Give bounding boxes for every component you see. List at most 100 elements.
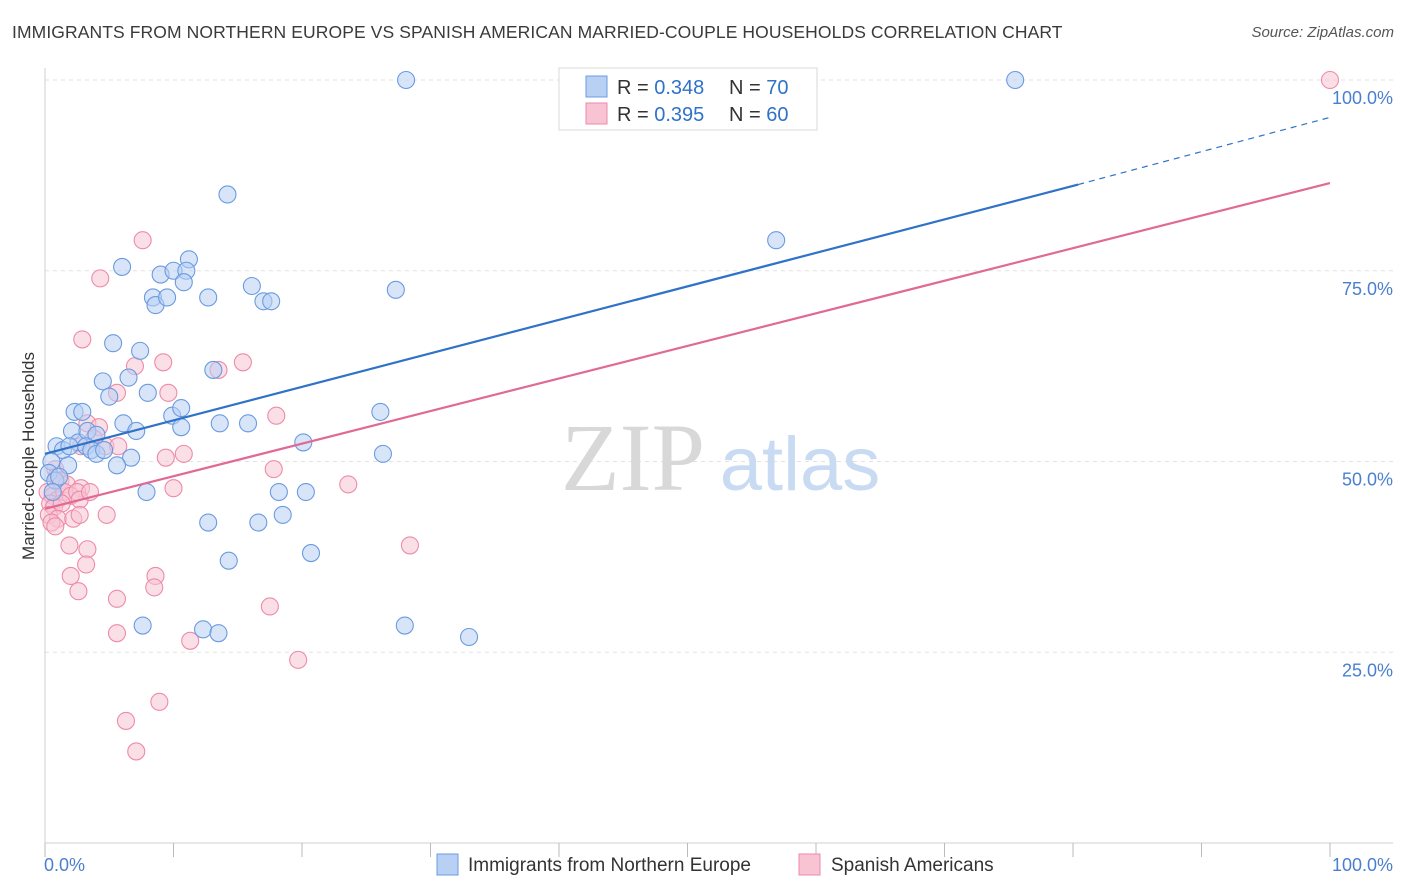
data-point bbox=[386, 280, 405, 299]
data-point bbox=[233, 353, 252, 372]
data-point bbox=[61, 566, 80, 586]
data-point bbox=[127, 742, 146, 761]
watermark: ZIP atlas bbox=[561, 404, 880, 511]
y-axis-title: Married-couple Households bbox=[19, 352, 38, 560]
data-point bbox=[133, 231, 152, 250]
data-point bbox=[107, 624, 127, 643]
data-point bbox=[373, 444, 393, 463]
data-point bbox=[181, 631, 200, 650]
data-point bbox=[209, 624, 228, 643]
data-point bbox=[219, 551, 238, 570]
data-point bbox=[296, 482, 315, 502]
y-tick-label: 25.0% bbox=[1342, 660, 1393, 680]
svg-text:N = 60: N = 60 bbox=[729, 104, 789, 126]
data-point bbox=[459, 627, 479, 647]
data-point bbox=[116, 711, 136, 730]
data-point bbox=[199, 288, 218, 307]
data-point bbox=[93, 372, 112, 391]
data-point bbox=[172, 399, 191, 418]
legend-pink-r-value: 0.395 bbox=[654, 104, 704, 126]
data-point bbox=[60, 536, 79, 555]
data-point bbox=[154, 353, 173, 372]
data-point bbox=[107, 456, 127, 475]
data-point bbox=[150, 692, 169, 711]
x-tick-labels: 0.0% 100.0% bbox=[44, 855, 1393, 875]
data-point bbox=[262, 292, 281, 311]
data-point bbox=[107, 589, 127, 608]
legend-blue-r-value: 0.348 bbox=[654, 77, 704, 99]
data-point bbox=[138, 383, 157, 402]
data-point bbox=[156, 448, 175, 467]
data-point bbox=[260, 597, 279, 616]
data-point bbox=[289, 650, 308, 669]
data-point bbox=[269, 482, 288, 502]
data-point bbox=[119, 368, 138, 387]
legend-pink-swatch bbox=[585, 102, 608, 125]
legend-pink-r-label: R = bbox=[617, 104, 654, 126]
data-point bbox=[199, 513, 218, 532]
legend-blue-swatch bbox=[585, 75, 608, 98]
data-point bbox=[145, 578, 164, 597]
svg-text:R = 0.348: R = 0.348 bbox=[617, 77, 704, 99]
data-point bbox=[73, 330, 92, 349]
data-point bbox=[238, 414, 258, 433]
data-point bbox=[242, 276, 261, 296]
data-point bbox=[174, 273, 193, 292]
data-point bbox=[113, 257, 132, 276]
correlation-legend: R = 0.348 N = 70 R = 0.395 N = 60 bbox=[558, 67, 818, 131]
svg-text:R = 0.395: R = 0.395 bbox=[617, 104, 704, 126]
data-point bbox=[395, 616, 414, 635]
x-tick-label: 100.0% bbox=[1332, 855, 1393, 875]
trend-lines bbox=[44, 116, 1331, 510]
data-point bbox=[339, 475, 358, 494]
data-point bbox=[50, 467, 69, 486]
data-point bbox=[70, 505, 89, 524]
data-point bbox=[158, 288, 177, 307]
data-point bbox=[301, 544, 321, 563]
legend-blue-n-value: 70 bbox=[766, 77, 788, 99]
data-point bbox=[194, 620, 213, 639]
y-tick-labels: 25.0% 50.0% 75.0% 100.0% bbox=[1332, 88, 1393, 680]
northern-europe-points bbox=[39, 70, 1025, 647]
data-point bbox=[174, 444, 193, 463]
data-point bbox=[273, 505, 292, 524]
trend-line-extension bbox=[1077, 116, 1331, 186]
data-point bbox=[91, 269, 110, 288]
data-point bbox=[172, 418, 191, 437]
data-point bbox=[131, 341, 150, 360]
data-point bbox=[73, 402, 92, 421]
legend-pink-n-label: N = bbox=[729, 104, 766, 126]
data-point bbox=[95, 441, 114, 460]
bottom-legend-blue-label: Immigrants from Northern Europe bbox=[468, 855, 751, 876]
data-point bbox=[397, 70, 416, 90]
data-point bbox=[100, 387, 119, 406]
data-point bbox=[104, 334, 123, 353]
y-tick-label: 100.0% bbox=[1332, 88, 1393, 108]
data-point bbox=[249, 513, 268, 532]
trend-line bbox=[44, 181, 1331, 510]
chart-title: IMMIGRANTS FROM NORTHERN EUROPE VS SPANI… bbox=[12, 22, 1063, 42]
data-point bbox=[122, 448, 141, 467]
data-point bbox=[1320, 70, 1340, 90]
svg-text:N = 70: N = 70 bbox=[729, 77, 789, 99]
trend-line bbox=[44, 183, 1079, 455]
data-point bbox=[1006, 70, 1025, 90]
data-point bbox=[46, 517, 65, 536]
data-point bbox=[69, 582, 88, 601]
data-point bbox=[767, 231, 786, 250]
watermark-zip: ZIP bbox=[561, 404, 705, 511]
y-tick-label: 75.0% bbox=[1342, 279, 1393, 299]
x-tick-label: 0.0% bbox=[44, 855, 85, 875]
legend-blue-n-label: N = bbox=[729, 77, 766, 99]
data-point bbox=[164, 479, 183, 498]
watermark-atlas: atlas bbox=[720, 422, 881, 507]
data-point bbox=[43, 482, 62, 502]
data-point bbox=[159, 383, 178, 402]
data-point bbox=[97, 505, 116, 524]
data-point bbox=[78, 540, 97, 559]
data-point bbox=[264, 460, 283, 479]
data-point bbox=[137, 482, 156, 502]
series-legend: Immigrants from Northern Europe Spanish … bbox=[436, 853, 994, 876]
data-point bbox=[210, 414, 229, 433]
